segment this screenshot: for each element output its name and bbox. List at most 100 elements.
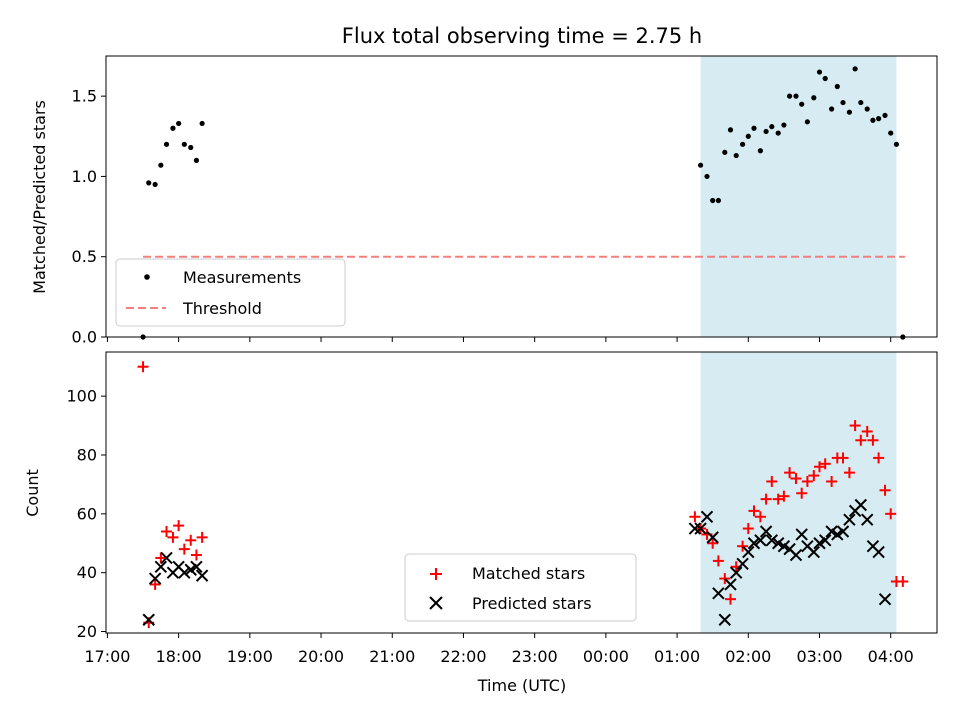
legend-measurements-marker <box>144 274 150 280</box>
legend-predicted-marker <box>429 596 443 610</box>
measurement-point-39 <box>864 106 870 112</box>
x-tick-label-5: 22:00 <box>440 647 486 666</box>
measurement-point-16 <box>727 127 734 133</box>
matched-star-point-17 <box>724 593 736 605</box>
matched-star-point-44 <box>885 508 897 520</box>
measurement-point-8 <box>188 144 194 151</box>
predicted-star-point-17 <box>729 566 743 579</box>
predicted-star-point-13 <box>706 531 719 544</box>
matched-star-point-29 <box>796 487 808 499</box>
predicted-star-point-35 <box>836 525 850 538</box>
measurement-point-10 <box>199 120 205 127</box>
measurement-point-36 <box>846 109 853 115</box>
matched-star-point-24 <box>766 475 778 487</box>
top-y-tick-label-1: 0.5 <box>72 247 97 266</box>
x-tick-label-11: 04:00 <box>868 647 914 666</box>
x-tick-label-6: 23:00 <box>512 647 558 666</box>
measurement-point-25 <box>781 122 787 128</box>
top-y-ticks: 0.0 0.5 1.0 1.5 <box>72 87 106 347</box>
matched-star-point-28 <box>790 473 802 485</box>
matched-star-point-21 <box>748 505 760 517</box>
legend-threshold-label: Threshold <box>182 299 262 318</box>
predicted-star-point-30 <box>807 545 821 559</box>
top-y-tick-label-0: 0.0 <box>72 328 97 347</box>
predicted-star-point-27 <box>789 548 803 562</box>
predicted-star-point-32 <box>818 534 832 547</box>
matched-star-point-8 <box>185 534 197 546</box>
predicted-star-point-19 <box>742 545 755 559</box>
matched-star-point-34 <box>826 475 838 487</box>
matched-star-point-6 <box>173 520 185 532</box>
x-tick-label-8: 01:00 <box>654 647 700 666</box>
measurement-point-37 <box>852 66 858 72</box>
matched-star-point-26 <box>778 490 790 502</box>
x-tick-label-9: 02:00 <box>725 647 771 666</box>
matched-star-point-14 <box>707 537 719 549</box>
matched-star-point-23 <box>760 493 772 505</box>
predicted-star-point-23 <box>765 534 779 547</box>
predicted-star-point-39 <box>861 513 874 526</box>
bottom-y-tick-label-3: 80 <box>77 445 97 464</box>
predicted-star-point-12 <box>700 510 714 523</box>
predicted-star-point-36 <box>843 513 856 526</box>
predicted-stars-points <box>142 498 892 626</box>
legend-measurements-label: Measurements <box>183 268 301 287</box>
matched-star-point-22 <box>754 511 766 523</box>
measurement-point-27 <box>793 93 799 99</box>
matched-star-point-20 <box>742 523 754 535</box>
bottom-x-ticks: 17:00 18:00 19:00 20:00 21:00 22:00 23:00 00:00… <box>84 633 914 666</box>
predicted-star-point-41 <box>872 545 885 559</box>
bottom-y-tick-label-1: 40 <box>77 563 97 582</box>
top-axes-frame <box>105 55 938 338</box>
measurement-point-9 <box>193 157 200 163</box>
measurement-point-12 <box>704 173 710 180</box>
x-tick-label-1: 18:00 <box>156 647 202 666</box>
top-y-axis-label: Matched/Predicted stars <box>30 100 49 294</box>
matched-star-point-30 <box>801 475 813 487</box>
measurement-point-40 <box>870 117 876 123</box>
matched-star-point-16 <box>719 573 731 585</box>
measurement-point-18 <box>740 141 746 147</box>
matched-star-point-31 <box>808 470 820 482</box>
matched-star-point-36 <box>837 452 849 464</box>
predicted-star-point-10 <box>688 522 702 535</box>
measurement-point-43 <box>888 130 894 136</box>
matched-star-point-43 <box>879 484 891 496</box>
measurement-point-38 <box>858 99 864 106</box>
top-x-ticks <box>106 337 892 342</box>
measurement-point-44 <box>893 141 900 147</box>
matched-star-point-42 <box>873 452 885 464</box>
predicted-star-point-3 <box>160 551 173 565</box>
measurement-point-20 <box>751 125 757 131</box>
matched-star-point-27 <box>784 467 796 479</box>
bottom-y-axis-label: Count <box>23 469 42 517</box>
matched-star-point-0 <box>137 361 149 373</box>
measurement-point-35 <box>840 99 846 106</box>
predicted-star-point-1 <box>148 572 162 585</box>
matched-star-point-5 <box>167 531 179 543</box>
matched-star-point-11 <box>689 511 701 523</box>
measurement-point-42 <box>882 112 888 119</box>
measurement-point-23 <box>769 124 775 130</box>
top-legend: Measurements Threshold <box>115 258 346 327</box>
legend-matched-label: Matched stars <box>472 564 585 583</box>
matched-star-point-32 <box>814 461 826 473</box>
predicted-star-point-9 <box>195 569 209 582</box>
x-tick-label-10: 03:00 <box>796 647 842 666</box>
matched-star-point-9 <box>190 549 202 561</box>
top-y-tick-label-2: 1.0 <box>72 167 97 186</box>
measurement-point-4 <box>163 141 170 147</box>
matched-star-point-38 <box>849 420 861 432</box>
measurement-point-24 <box>775 130 781 136</box>
measurement-point-1 <box>146 180 152 186</box>
measurement-point-34 <box>834 83 840 90</box>
bottom-y-tick-label-2: 60 <box>77 504 97 523</box>
measurement-point-29 <box>804 119 811 125</box>
legend-matched-marker <box>430 568 442 580</box>
matched-star-point-40 <box>861 425 873 437</box>
measurement-point-30 <box>811 95 817 101</box>
matched-star-point-19 <box>737 540 749 552</box>
bottom-y-tick-label-0: 20 <box>77 622 97 641</box>
measurement-point-22 <box>763 128 769 135</box>
matched-star-point-39 <box>855 434 867 446</box>
